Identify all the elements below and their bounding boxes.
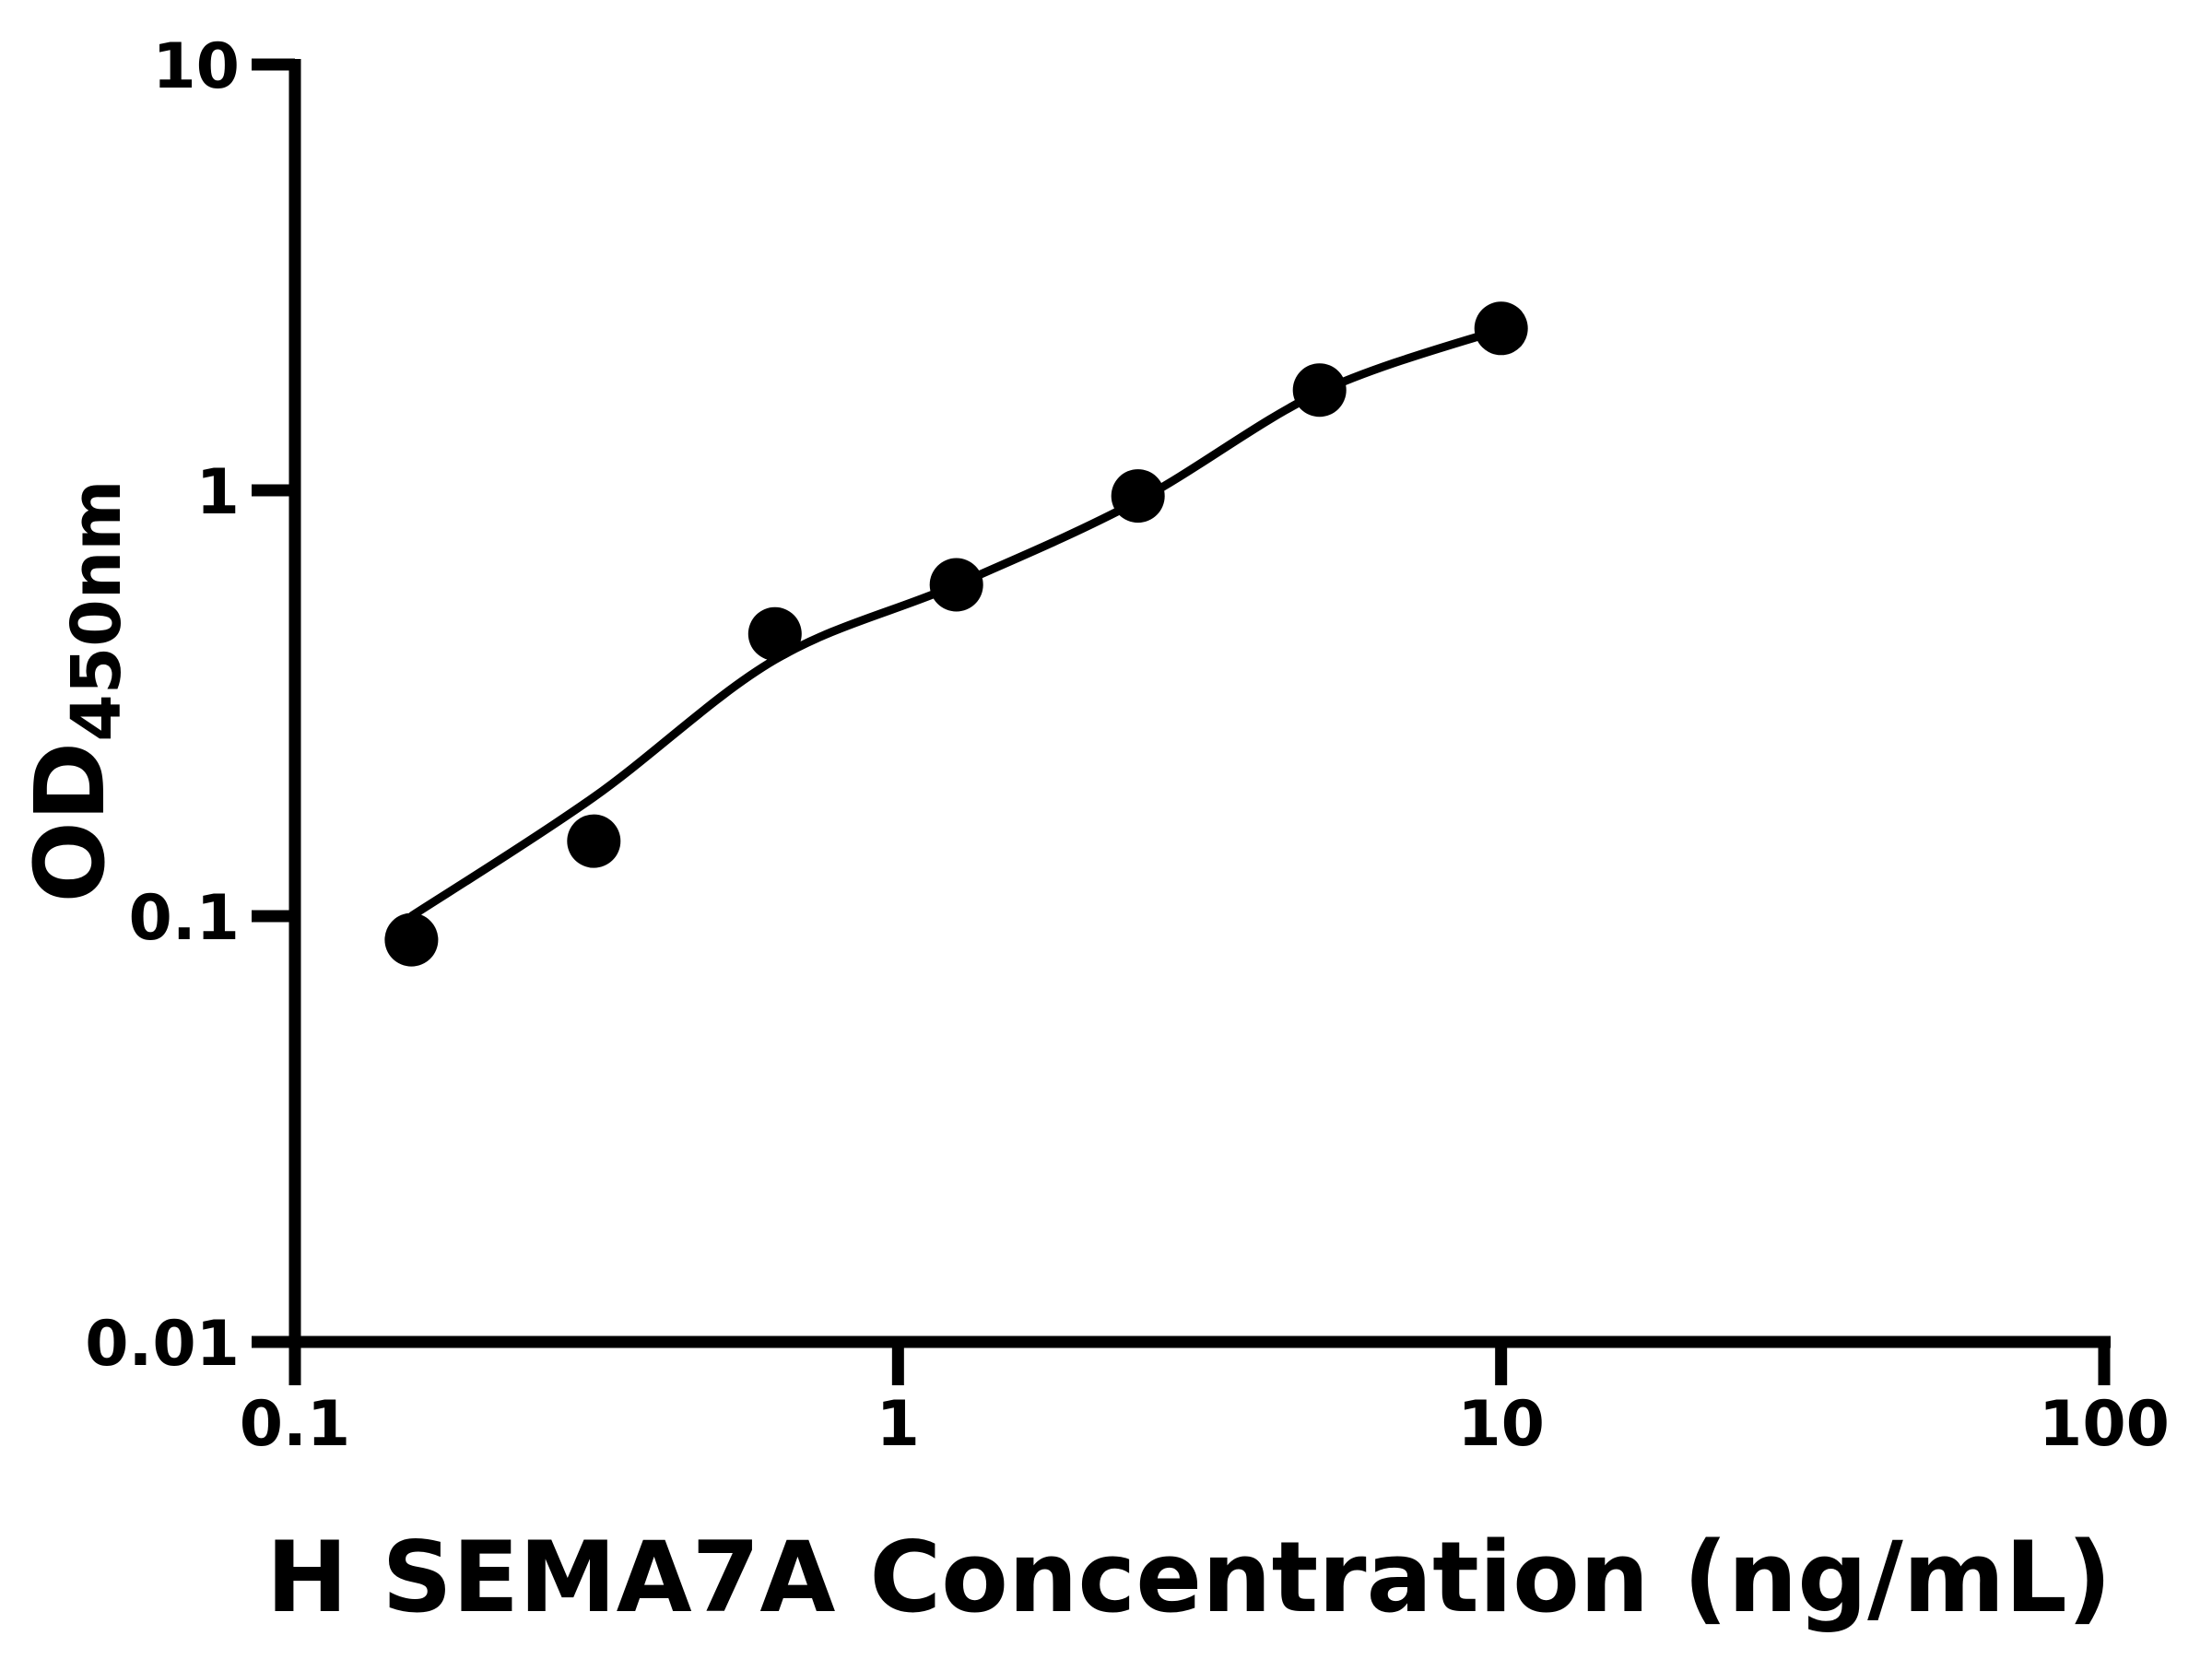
y-tick-label: 0.1 — [129, 882, 240, 955]
y-tick-label: 0.01 — [85, 1308, 240, 1381]
x-tick-label: 1 — [877, 1388, 920, 1461]
data-point — [1111, 469, 1165, 524]
data-point — [747, 606, 802, 661]
x-tick-label: 10 — [1457, 1388, 1545, 1461]
x-axis-title: H SEMA7A Concentration (ng/mL) — [266, 1521, 2112, 1634]
x-tick-label: 0.1 — [240, 1388, 350, 1461]
data-point — [384, 912, 439, 967]
y-tick-label: 1 — [196, 456, 240, 529]
y-axis-title-subscript: 450nm — [57, 479, 136, 741]
data-point — [1474, 301, 1528, 356]
data-point — [929, 558, 983, 612]
data-point — [1292, 363, 1347, 418]
y-axis-title-main: OD — [14, 742, 126, 903]
axes-lines — [288, 59, 2111, 1348]
data-point — [567, 814, 621, 868]
y-tick-label: 10 — [152, 30, 240, 103]
y-axis-title: OD450nm — [14, 479, 136, 902]
x-tick-label: 100 — [2039, 1388, 2170, 1461]
